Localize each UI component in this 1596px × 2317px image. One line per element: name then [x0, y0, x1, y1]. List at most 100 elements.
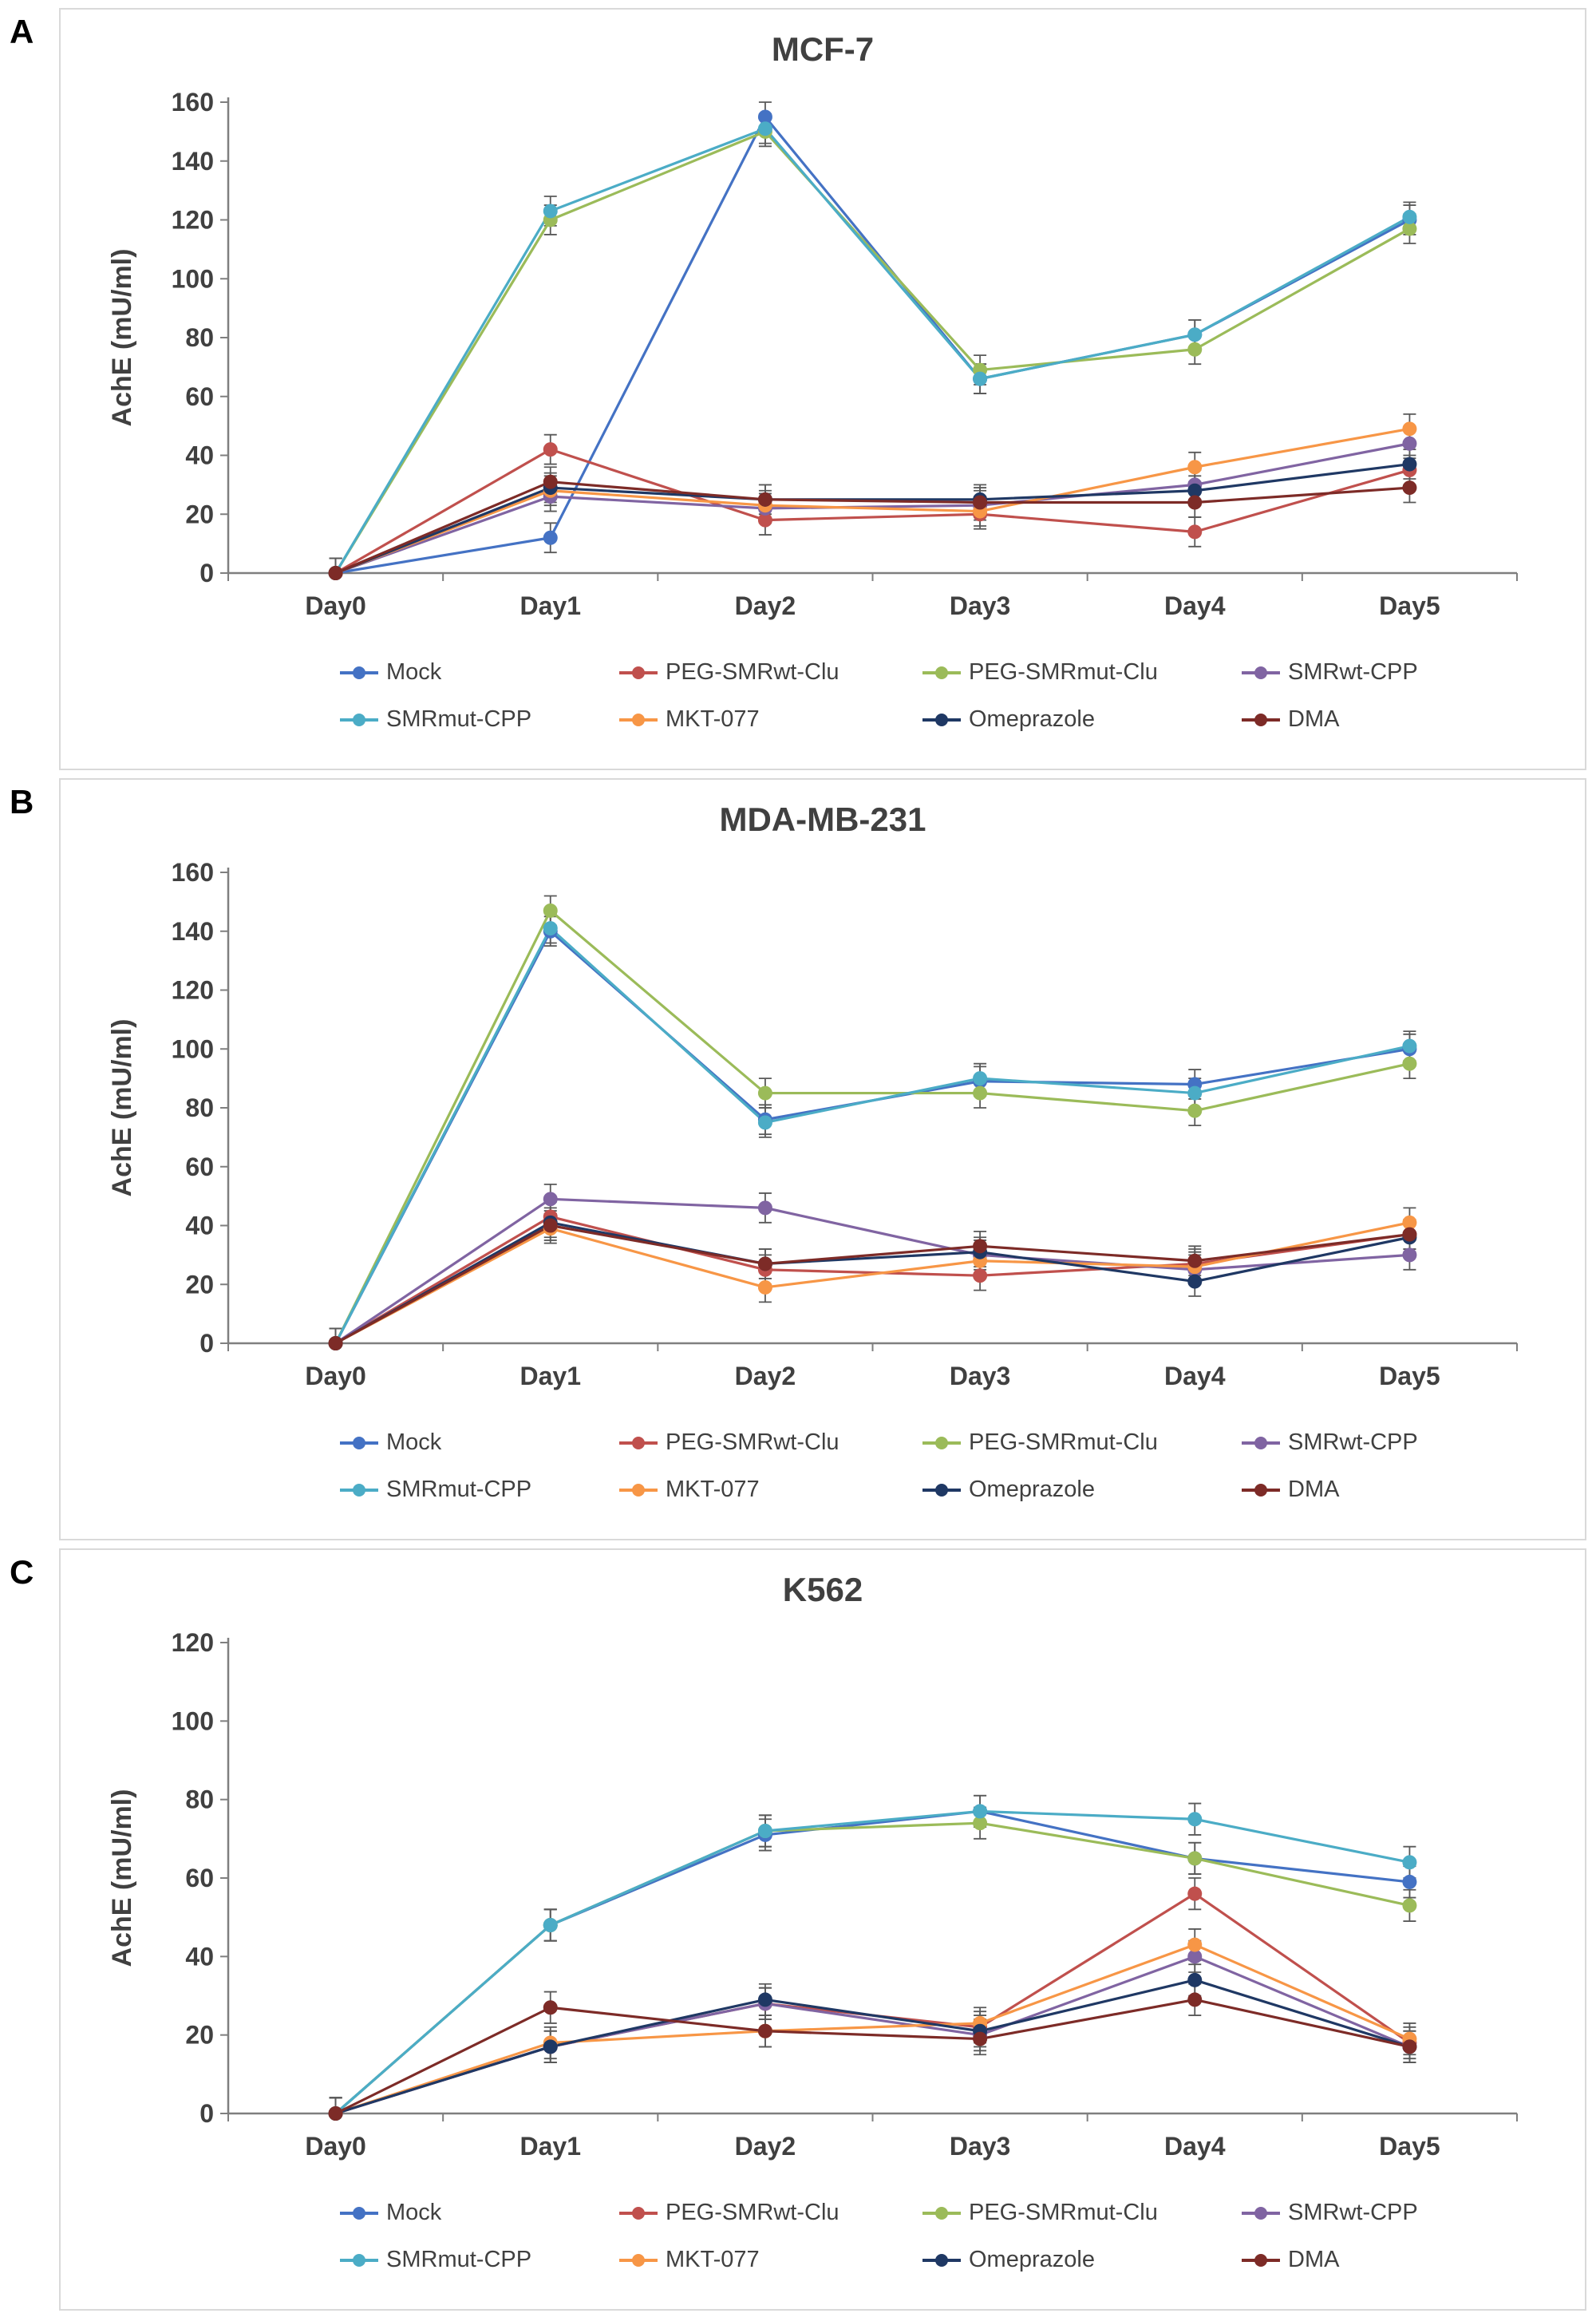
legend-item-mock: Mock — [340, 2200, 619, 2226]
chart-b-legend: Mock PEG-SMRwt-Clu PEG-SMRmut-Clu SMRwt-CPP… — [340, 1429, 1569, 1503]
data-point-marker — [1187, 1103, 1203, 1118]
series-line-omeprazole — [334, 462, 1412, 575]
y-tick-label: 100 — [172, 1034, 214, 1063]
data-point-marker — [328, 566, 343, 580]
data-point-marker — [757, 1200, 772, 1216]
series-line-omeprazole — [334, 1979, 1412, 2115]
chart-b-plot-area: AchE (mU/ml) 0 20 40 60 80 100 120 140 160 Day0 Day… — [93, 850, 1553, 1409]
y-tick-label: 80 — [185, 1093, 214, 1122]
series-marker-icon — [340, 1436, 378, 1449]
data-point-marker — [1187, 1992, 1203, 2007]
data-point-marker — [757, 109, 772, 125]
data-point-marker — [1187, 460, 1203, 475]
series-marker-icon — [922, 666, 961, 679]
series-line-dma — [334, 480, 1412, 575]
legend-item-peg-smrmut-clu: PEG-SMRmut-Clu — [922, 659, 1242, 686]
y-tick-label: 20 — [185, 1270, 214, 1299]
data-point-marker — [1187, 483, 1203, 498]
legend-dot-icon — [353, 2253, 365, 2267]
legend-label: SMRwt-CPP — [1288, 659, 1418, 685]
data-point-marker — [1402, 421, 1417, 437]
y-axis-title: AchE (mU/ml) — [107, 249, 137, 427]
x-tick-label: Day5 — [1379, 1362, 1440, 1390]
y-tick-label: 140 — [172, 917, 214, 946]
series-marker-icon — [1242, 1483, 1280, 1497]
series-markers-smrmut-cpp — [328, 921, 1417, 1350]
legend-label: MKT-077 — [666, 1477, 760, 1502]
series-line-dma — [334, 1998, 1412, 2115]
legend-item-dma: DMA — [1242, 1477, 1505, 1503]
series-markers-smrwt-cpp — [328, 1192, 1417, 1350]
data-point-marker — [1402, 2039, 1417, 2054]
data-point-marker — [1187, 524, 1203, 540]
series-marker-icon — [1242, 713, 1280, 726]
y-tick-label: 20 — [185, 500, 214, 528]
legend-dot-icon — [935, 2253, 948, 2267]
data-point-marker — [1402, 1215, 1417, 1230]
legend-label: MKT-077 — [666, 706, 760, 732]
chart-c-plot-area: AchE (mU/ml) 0 20 40 60 80 100 120 Day0 Day1 Day2 D… — [93, 1620, 1553, 2179]
data-point-marker — [1402, 221, 1417, 236]
chart-b-title: MDA-MB-231 — [719, 801, 926, 838]
series-marker-icon — [922, 2253, 961, 2267]
x-tick-label: Day1 — [520, 2132, 582, 2161]
series-marker-icon — [340, 713, 378, 726]
legend-label: PEG-SMRwt-Clu — [666, 2200, 839, 2225]
legend-dot-icon — [1254, 1436, 1267, 1449]
y-tick-label: 0 — [200, 2099, 214, 2128]
legend-label: Mock — [386, 659, 442, 685]
legend-label: MKT-077 — [666, 2247, 760, 2272]
data-point-marker — [1187, 1949, 1203, 1964]
x-tick-label: Day5 — [1379, 591, 1440, 620]
y-tick-label: 20 — [185, 2021, 214, 2050]
chart-c-title: K562 — [782, 1571, 863, 1608]
data-point-marker — [1402, 1247, 1417, 1263]
x-tick-label: Day2 — [735, 591, 796, 620]
y-tick-label: 40 — [185, 1212, 214, 1240]
series-line-mkt-077 — [334, 427, 1412, 575]
series-markers-mkt-077 — [328, 1215, 1417, 1350]
data-point-marker — [973, 1804, 988, 1819]
data-point-marker — [757, 1824, 772, 1838]
data-point-marker — [1187, 1972, 1203, 1987]
y-tick-label: 160 — [172, 858, 214, 887]
x-tick-label: Day3 — [950, 2132, 1011, 2161]
y-tick-label: 120 — [172, 1628, 214, 1657]
legend-item-smrwt-cpp: SMRwt-CPP — [1242, 1429, 1505, 1456]
legend-label: SMRmut-CPP — [386, 1477, 532, 1502]
legend-dot-icon — [353, 2206, 365, 2220]
data-point-marker — [973, 1268, 988, 1283]
series-marker-icon — [1242, 666, 1280, 679]
data-point-marker — [543, 474, 558, 489]
data-point-marker — [1187, 1274, 1203, 1289]
series-line-mock — [334, 1809, 1412, 2115]
panel-b-box: MDA-MB-231 AchE (mU/ml) 0 20 40 60 80 100 120 14… — [59, 778, 1586, 1540]
legend-item-mkt-077: MKT-077 — [619, 1477, 922, 1503]
legend-label: DMA — [1288, 1477, 1340, 1502]
data-point-marker — [543, 530, 558, 545]
panel-b-letter: B — [10, 783, 34, 820]
legend-label: Omeprazole — [969, 706, 1095, 732]
series-line-omeprazole — [334, 1221, 1412, 1345]
legend-dot-icon — [353, 666, 365, 679]
series-line-peg-smrwt-clu — [334, 448, 1412, 575]
panel-c: C K562 AchE (mU/ml) 0 20 40 60 80 100 120 Day0 Da… — [10, 1548, 1586, 2311]
panel-a-box: MCF-7 AchE (mU/ml) 0 20 40 60 80 100 120 140 160 D… — [59, 8, 1586, 770]
series-line-smrwt-cpp — [334, 1197, 1412, 1345]
data-point-marker — [1402, 436, 1417, 451]
legend-label: Mock — [386, 2200, 442, 2225]
legend-dot-icon — [1254, 2253, 1267, 2267]
legend-dot-icon — [935, 2206, 948, 2220]
data-point-marker — [973, 495, 988, 510]
data-point-marker — [757, 121, 772, 136]
data-point-marker — [757, 1085, 772, 1101]
x-tick-label: Day1 — [520, 1362, 582, 1390]
legend-label: PEG-SMRmut-Clu — [969, 1429, 1158, 1455]
legend-dot-icon — [632, 713, 645, 726]
chart-a-legend: Mock PEG-SMRwt-Clu PEG-SMRmut-Clu SMRwt-CPP… — [340, 659, 1569, 733]
series-markers-mkt-077 — [328, 1937, 1417, 2121]
panel-a: A MCF-7 AchE (mU/ml) 0 20 40 60 80 100 120 140 16… — [10, 8, 1586, 770]
data-point-marker — [1402, 480, 1417, 496]
legend-dot-icon — [632, 1483, 645, 1497]
error-bars — [329, 895, 1416, 1344]
